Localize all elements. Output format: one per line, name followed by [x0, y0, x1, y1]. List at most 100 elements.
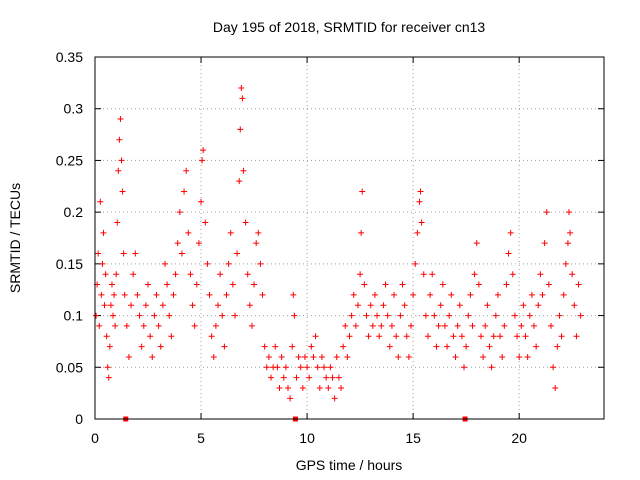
data-point	[302, 354, 308, 360]
data-point	[247, 302, 253, 308]
data-point	[264, 364, 270, 370]
data-point	[501, 323, 507, 329]
data-point	[453, 354, 459, 360]
data-point	[556, 313, 562, 319]
data-point	[290, 292, 296, 298]
y-axis-label: SRMTID / TECUs	[7, 183, 23, 293]
data-point	[563, 261, 569, 267]
data-point	[260, 292, 266, 298]
data-point	[183, 168, 189, 174]
data-point	[554, 344, 560, 350]
data-point	[336, 375, 342, 381]
data-point	[117, 116, 123, 122]
data-point	[99, 261, 105, 267]
data-point	[112, 323, 118, 329]
data-point	[376, 333, 382, 339]
data-point	[529, 292, 535, 298]
data-point	[421, 271, 427, 277]
data-point	[202, 219, 208, 225]
data-point	[251, 282, 257, 288]
data-point	[385, 313, 391, 319]
srmtid-chart: 0 5 10 15 20 00.050.10.150.20.250.30.35 Day …	[0, 0, 640, 480]
data-point	[274, 364, 280, 370]
data-point	[539, 292, 545, 298]
data-point	[402, 302, 408, 308]
data-point	[219, 313, 225, 319]
data-point	[291, 313, 297, 319]
data-point	[162, 261, 168, 267]
data-point	[429, 271, 435, 277]
data-point	[527, 313, 533, 319]
data-point	[358, 230, 364, 236]
data-point	[116, 137, 122, 143]
y-tick-label: 0.2	[64, 204, 84, 220]
data-point	[419, 219, 425, 225]
data-point	[510, 271, 516, 277]
data-point	[425, 333, 431, 339]
data-point	[257, 261, 263, 267]
data-point	[338, 385, 344, 391]
data-point	[268, 375, 274, 381]
data-point	[559, 333, 565, 339]
data-point	[143, 302, 149, 308]
data-point	[450, 333, 456, 339]
data-point	[237, 126, 243, 132]
data-point	[168, 333, 174, 339]
data-point	[486, 344, 492, 350]
y-tick-labels: 0 0.05 0.1 0.15 0.2 0.25 0.3 0.35	[56, 49, 83, 427]
data-point	[158, 344, 164, 350]
data-point	[391, 292, 397, 298]
data-point	[470, 323, 476, 329]
data-point	[272, 344, 278, 350]
data-point	[249, 323, 255, 329]
data-point	[285, 385, 291, 391]
data-point	[573, 333, 579, 339]
data-point	[166, 313, 172, 319]
data-point	[548, 323, 554, 329]
data-point	[361, 282, 367, 288]
data-point	[366, 333, 372, 339]
data-point	[119, 157, 125, 163]
data-point	[194, 282, 200, 288]
data-point	[374, 313, 380, 319]
data-point	[306, 375, 312, 381]
data-point	[493, 313, 499, 319]
data-point	[217, 271, 223, 277]
x-tick-labels: 0 5 10 15 20	[91, 430, 527, 446]
data-point	[113, 271, 119, 277]
data-point	[266, 354, 272, 360]
tick-layer	[95, 57, 604, 419]
data-point	[115, 168, 121, 174]
data-point	[93, 313, 99, 319]
data-point	[164, 282, 170, 288]
data-point	[325, 385, 331, 391]
data-point	[192, 323, 198, 329]
data-point	[327, 364, 333, 370]
data-point	[444, 344, 450, 350]
data-point	[355, 302, 361, 308]
data-point	[310, 354, 316, 360]
data-point	[121, 251, 127, 257]
data-point	[296, 354, 302, 360]
data-point	[395, 354, 401, 360]
data-point	[185, 230, 191, 236]
data-point	[416, 199, 422, 205]
data-point	[228, 230, 234, 236]
data-point	[124, 323, 130, 329]
data-point	[476, 282, 482, 288]
data-point	[283, 364, 289, 370]
data-point	[495, 292, 501, 298]
data-point	[304, 364, 310, 370]
data-point	[370, 323, 376, 329]
data-point	[349, 313, 355, 319]
data-point	[104, 333, 110, 339]
data-point	[465, 313, 471, 319]
data-point	[226, 261, 232, 267]
data-point	[230, 282, 236, 288]
data-point	[438, 302, 444, 308]
data-point	[533, 344, 539, 350]
data-point	[342, 323, 348, 329]
data-point	[518, 323, 524, 329]
data-point	[181, 188, 187, 194]
data-point	[128, 302, 134, 308]
